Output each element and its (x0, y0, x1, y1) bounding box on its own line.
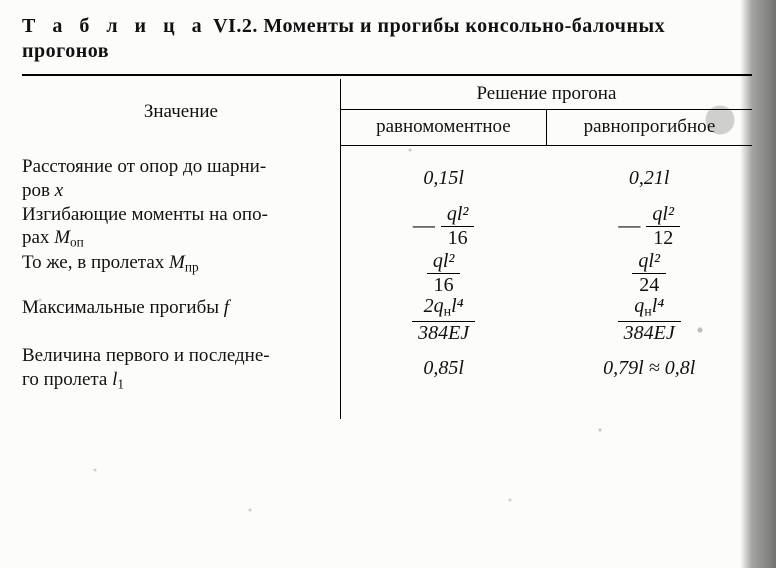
row-cell: 2qнl⁴ 384EJ (340, 296, 546, 344)
row-cell: qнl⁴ 384EJ (546, 296, 752, 344)
row-cell: ql²16 (340, 251, 546, 296)
row-cell: —ql²16 (340, 203, 546, 252)
row-cell: ql²24 (546, 251, 752, 296)
header-value: Значение (22, 79, 340, 145)
header-sub-1: равномоментное (340, 110, 546, 145)
row-cell: 0,79l ≈ 0,8l (546, 344, 752, 393)
table-row: Изгибающие моменты на опо- рах Mоп —ql²1… (22, 203, 752, 252)
row-label: То же, в пролетах Mпр (22, 251, 340, 296)
table-title: Т а б л и ц а VI.2. Моменты и прогибы ко… (22, 14, 758, 64)
table-row: Расстояние от опор до шарни- ров x 0,15l… (22, 155, 752, 203)
row-cell: 0,21l (546, 155, 752, 203)
row-cell: 0,15l (340, 155, 546, 203)
row-label: Максимальные прогибы f (22, 296, 340, 344)
row-cell: —ql²12 (546, 203, 752, 252)
row-label: Изгибающие моменты на опо- рах Mоп (22, 203, 340, 252)
page: { "title_prefix": "Т а б л и ц а", "titl… (0, 0, 776, 568)
header-group: Решение прогона (340, 79, 752, 110)
row-cell: 0,85l (340, 344, 546, 393)
row-label: Величина первого и последне- го пролета … (22, 344, 340, 393)
table-row: Величина первого и последне- го пролета … (22, 344, 752, 393)
table-row: Максимальные прогибы f 2qнl⁴ 384EJ qнl⁴ … (22, 296, 752, 344)
table: Значение Решение прогона равномоментное … (22, 74, 752, 419)
row-label: Расстояние от опор до шарни- ров x (22, 155, 340, 203)
title-prefix: Т а б л и ц а (22, 15, 208, 37)
header-sub-2: равнопрогибное (546, 110, 752, 145)
table-row: То же, в пролетах Mпр ql²16 ql²24 (22, 251, 752, 296)
